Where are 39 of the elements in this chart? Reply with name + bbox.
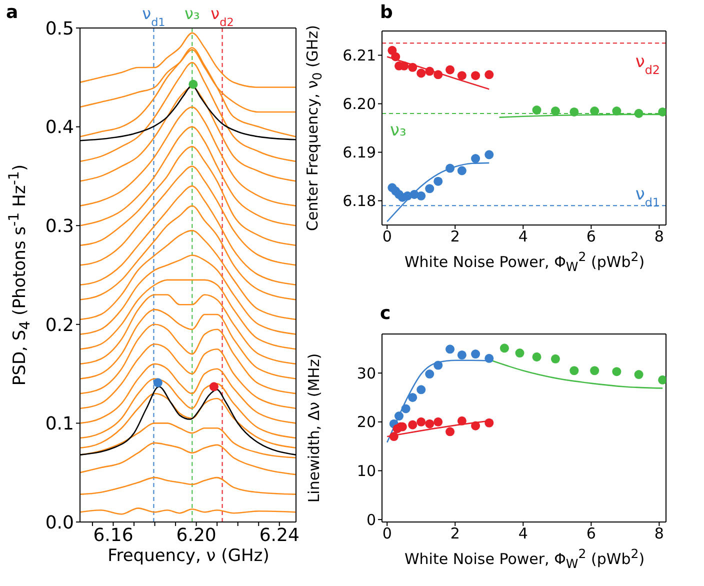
- x-tick-label: 6.16: [93, 524, 134, 546]
- y-tick-label: 6.20: [342, 95, 376, 114]
- x-tick-label: 4: [518, 524, 528, 543]
- x-tick-label: 8: [654, 524, 664, 543]
- x-tick-label: 0: [382, 524, 392, 543]
- ref-line-label: ν₃: [184, 4, 200, 23]
- x-tick-label: 4: [518, 228, 528, 246]
- y-tick-label: 0.4: [45, 117, 74, 138]
- x-tick-label: 6: [586, 524, 596, 543]
- x-axis-title: Frequency, ν (GHz): [108, 546, 270, 566]
- y-axis-title: Linewidth, Δν (MHz): [305, 352, 323, 502]
- chart-title: a: [6, 2, 18, 23]
- x-tick-label: 8: [654, 228, 664, 246]
- x-tick-label: 6.20: [176, 524, 216, 546]
- x-tick-label: 6.24: [259, 524, 300, 546]
- ref-line-label: ν$_{d2}$: [635, 52, 660, 78]
- y-tick-label: 0.5: [45, 18, 74, 40]
- x-axis-title: White Noise Power, Φ$_{W}$$^{2}$ (pWb$^{2}$): [404, 249, 645, 274]
- chart-title: c: [380, 303, 391, 324]
- y-tick-label: 6.21: [342, 46, 376, 65]
- y-tick-label: 0.0: [45, 512, 74, 534]
- y-tick-label: 0.1: [45, 414, 74, 435]
- y-tick-label: 20: [356, 413, 376, 432]
- y-tick-label: 30: [356, 364, 376, 382]
- x-axis-title: White Noise Power, Φ$_{W}$$^{2}$ (pWb$^{2}$): [404, 546, 645, 571]
- chart-title: b: [380, 2, 393, 23]
- ref-line-label: ν$_{d2}$: [210, 4, 234, 28]
- ref-line-label: ν₃: [390, 120, 406, 140]
- y-tick-label: 6.18: [342, 192, 376, 210]
- ref-line-label: ν$_{d1}$: [142, 4, 166, 28]
- x-tick-label: 0: [382, 228, 392, 246]
- x-tick-label: 2: [450, 228, 460, 246]
- y-tick-label: 0.2: [45, 314, 74, 336]
- x-tick-label: 6: [586, 228, 596, 246]
- y-tick-label: 6.19: [342, 144, 376, 162]
- y-tick-label: 10: [356, 462, 376, 480]
- x-tick-label: 2: [450, 524, 460, 543]
- y-tick-label: 0: [366, 510, 376, 529]
- y-tick-label: 0.3: [45, 216, 74, 237]
